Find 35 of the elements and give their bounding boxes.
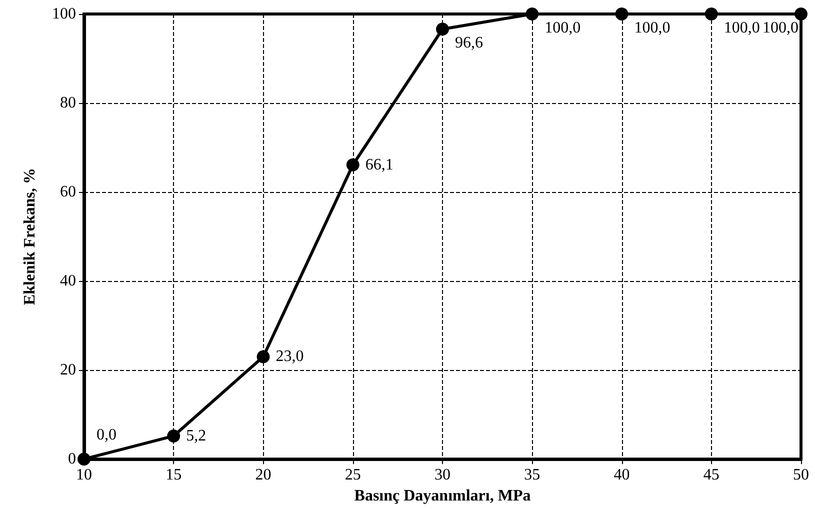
y-axis-title: Eklenik Frekans, % [22,168,38,306]
y-tick-label: 40 [60,272,76,290]
x-tick-label: 50 [793,466,809,484]
y-tick-label: 60 [60,184,76,201]
data-label: 100,0 [634,20,670,36]
point [704,8,718,20]
x-tick-label: 25 [344,466,361,484]
point [167,429,180,442]
data-label: 5,2 [186,427,206,444]
data-label: 0,0 [96,426,116,444]
point [346,158,360,172]
y-tick-label: 0 [68,450,76,468]
data-label: 100,0 [544,20,581,36]
x-axis-title: Basınç Dayanımları, MPa [354,488,531,504]
y-tick-label: 100 [52,6,76,22]
data-label: 66,1 [365,156,394,174]
x-tick-label: 15 [166,466,182,484]
x-tick-label: 30 [434,466,450,484]
y-tick-label: 20 [60,362,76,379]
x-tick-label: 10 [76,466,92,484]
point [256,350,270,364]
x-tick-label: 35 [524,466,540,484]
point [794,8,808,20]
data-label: 100,0 [724,20,760,36]
point [615,8,628,20]
point [436,22,449,36]
point [526,8,539,20]
data-label: 96,6 [455,34,483,52]
data-label: 100,0 [762,20,798,36]
x-tick-label: 40 [614,466,630,484]
data-label: 23,0 [276,348,304,366]
y-tick-label: 80 [60,94,76,112]
x-tick-label: 20 [255,466,272,484]
point [78,452,90,466]
x-tick-label: 45 [703,466,720,484]
